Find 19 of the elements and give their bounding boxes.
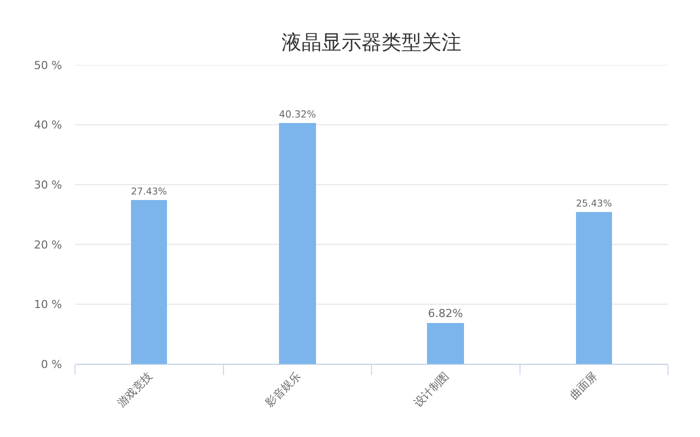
data-label: 40.32% xyxy=(279,109,316,120)
bar xyxy=(131,200,167,364)
y-tick-label: 30 % xyxy=(34,178,62,192)
data-label: 27.43% xyxy=(131,186,168,198)
x-tick-label: 影音娱乐 xyxy=(263,370,304,410)
data-label: 6.82% xyxy=(428,307,463,320)
bar xyxy=(427,323,464,364)
y-tick-label: 50 % xyxy=(34,58,62,72)
y-tick-label: 40 % xyxy=(34,118,62,132)
x-tick-label: 游戏竞技 xyxy=(114,370,156,410)
x-tick-label: 设计制图 xyxy=(411,370,452,410)
y-tick-label: 20 % xyxy=(34,238,62,252)
data-label: 25.43% xyxy=(576,198,612,210)
bar xyxy=(576,212,612,364)
y-tick-label: 0 % xyxy=(41,358,62,371)
chart-title: 液晶显示器类型关注 xyxy=(282,30,462,54)
bar xyxy=(279,123,316,364)
y-tick-label: 10 % xyxy=(34,298,62,312)
x-tick-label: 曲面屏 xyxy=(567,370,600,402)
